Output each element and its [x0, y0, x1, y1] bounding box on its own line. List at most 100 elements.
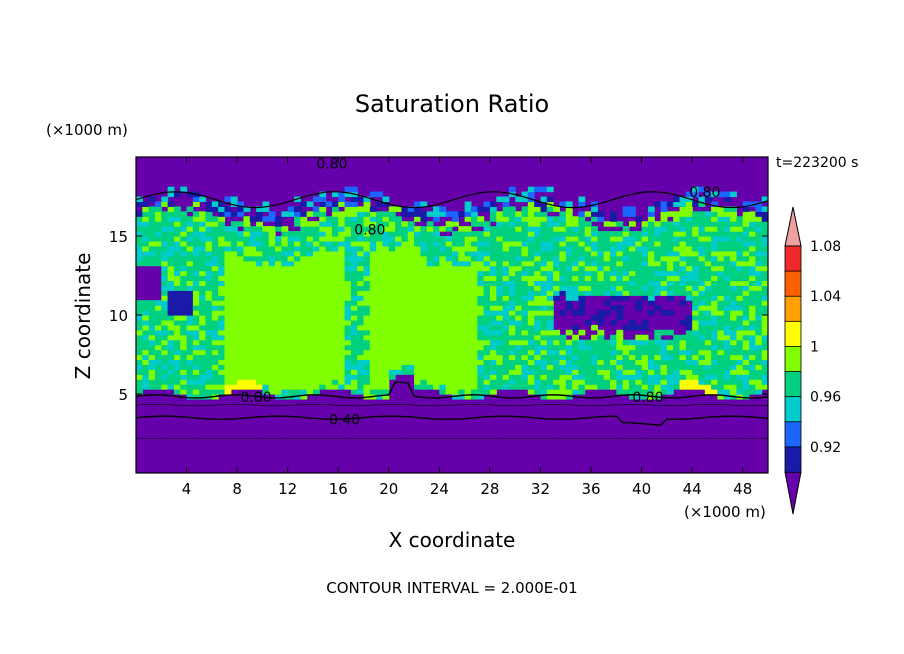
field-cell — [742, 329, 750, 336]
field-cell — [704, 255, 712, 262]
field-cell — [426, 231, 434, 237]
field-cell — [344, 379, 352, 385]
field-cell — [275, 260, 282, 267]
field-cell — [414, 250, 421, 257]
field-cell — [199, 344, 207, 351]
field-cell — [622, 359, 630, 365]
field-cell — [344, 216, 352, 222]
field-cell — [565, 384, 573, 390]
field-cell — [584, 359, 592, 365]
field-cell — [395, 240, 403, 247]
field-cell — [350, 369, 358, 375]
field-cell — [407, 305, 415, 311]
field-cell — [136, 339, 143, 346]
field-cell — [433, 255, 440, 262]
field-cell — [704, 354, 712, 361]
field-cell — [483, 221, 491, 227]
field-cell — [534, 290, 542, 296]
field-cell — [483, 324, 491, 331]
field-cell — [192, 231, 200, 237]
field-cell — [306, 324, 314, 331]
field-cell — [496, 310, 504, 316]
field-cell — [540, 231, 548, 237]
field-cell — [546, 379, 554, 385]
field-cell — [167, 324, 175, 331]
field-cell — [445, 265, 453, 272]
field-cell — [300, 329, 308, 336]
field-cell — [489, 389, 497, 395]
field-cell — [154, 250, 162, 257]
field-cell — [540, 334, 548, 341]
y-unit-label: (×1000 m) — [46, 121, 128, 139]
field-cell — [502, 315, 510, 321]
field-cell — [635, 354, 643, 361]
field-cell — [167, 270, 175, 277]
field-cell — [237, 245, 245, 252]
field-cell — [521, 310, 529, 316]
field-cell — [616, 384, 624, 390]
field-cell — [698, 315, 706, 321]
field-cell — [281, 226, 289, 232]
field-cell — [502, 295, 510, 301]
field-cell — [730, 389, 737, 395]
field-cell — [553, 379, 561, 385]
field-cell — [704, 231, 712, 237]
field-cell — [401, 285, 409, 291]
field-cell — [420, 300, 428, 306]
field-cell — [401, 280, 409, 286]
field-cell — [508, 344, 516, 351]
field-cell — [723, 221, 731, 227]
field-cell — [388, 245, 396, 252]
field-cell — [439, 344, 447, 351]
field-cell — [173, 231, 181, 237]
field-cell — [224, 231, 232, 237]
field-cell — [136, 334, 143, 341]
field-cell — [395, 216, 403, 222]
field-cell — [527, 206, 535, 212]
field-cell — [395, 270, 403, 277]
field-cell — [161, 216, 169, 222]
field-cell — [312, 285, 320, 291]
field-cell — [578, 305, 586, 311]
field-cell — [357, 354, 365, 361]
field-cell — [755, 260, 763, 267]
field-cell — [363, 334, 371, 341]
field-cell — [338, 374, 346, 380]
field-cell — [755, 310, 763, 316]
field-cell — [534, 226, 542, 232]
field-cell — [256, 379, 263, 385]
field-cell — [502, 260, 510, 267]
field-cell — [445, 260, 453, 267]
field-cell — [306, 305, 314, 311]
field-cell — [496, 275, 504, 282]
field-cell — [344, 315, 352, 321]
field-cell — [704, 280, 712, 286]
field-cell — [660, 275, 668, 282]
field-cell — [275, 334, 282, 341]
field-cell — [161, 265, 169, 272]
field-cell — [717, 236, 725, 242]
field-cell — [382, 280, 390, 286]
field-cell — [148, 206, 156, 212]
field-cell — [717, 374, 725, 380]
field-cell — [275, 329, 282, 336]
field-cell — [439, 290, 447, 296]
field-cell — [148, 379, 156, 385]
field-cell — [218, 384, 226, 390]
field-cell — [711, 339, 719, 346]
field-cell — [711, 236, 719, 242]
field-cell — [527, 334, 535, 341]
field-cell — [685, 255, 693, 262]
field-cell — [376, 364, 384, 370]
field-cell — [300, 201, 308, 207]
field-cell — [205, 275, 213, 282]
field-cell — [369, 354, 377, 361]
field-cell — [224, 374, 232, 380]
field-cell — [666, 359, 674, 365]
field-cell — [433, 270, 440, 277]
field-cell — [698, 310, 706, 316]
field-cell — [420, 280, 428, 286]
field-cell — [331, 334, 339, 341]
field-cell — [647, 285, 655, 291]
field-cell — [407, 250, 415, 257]
